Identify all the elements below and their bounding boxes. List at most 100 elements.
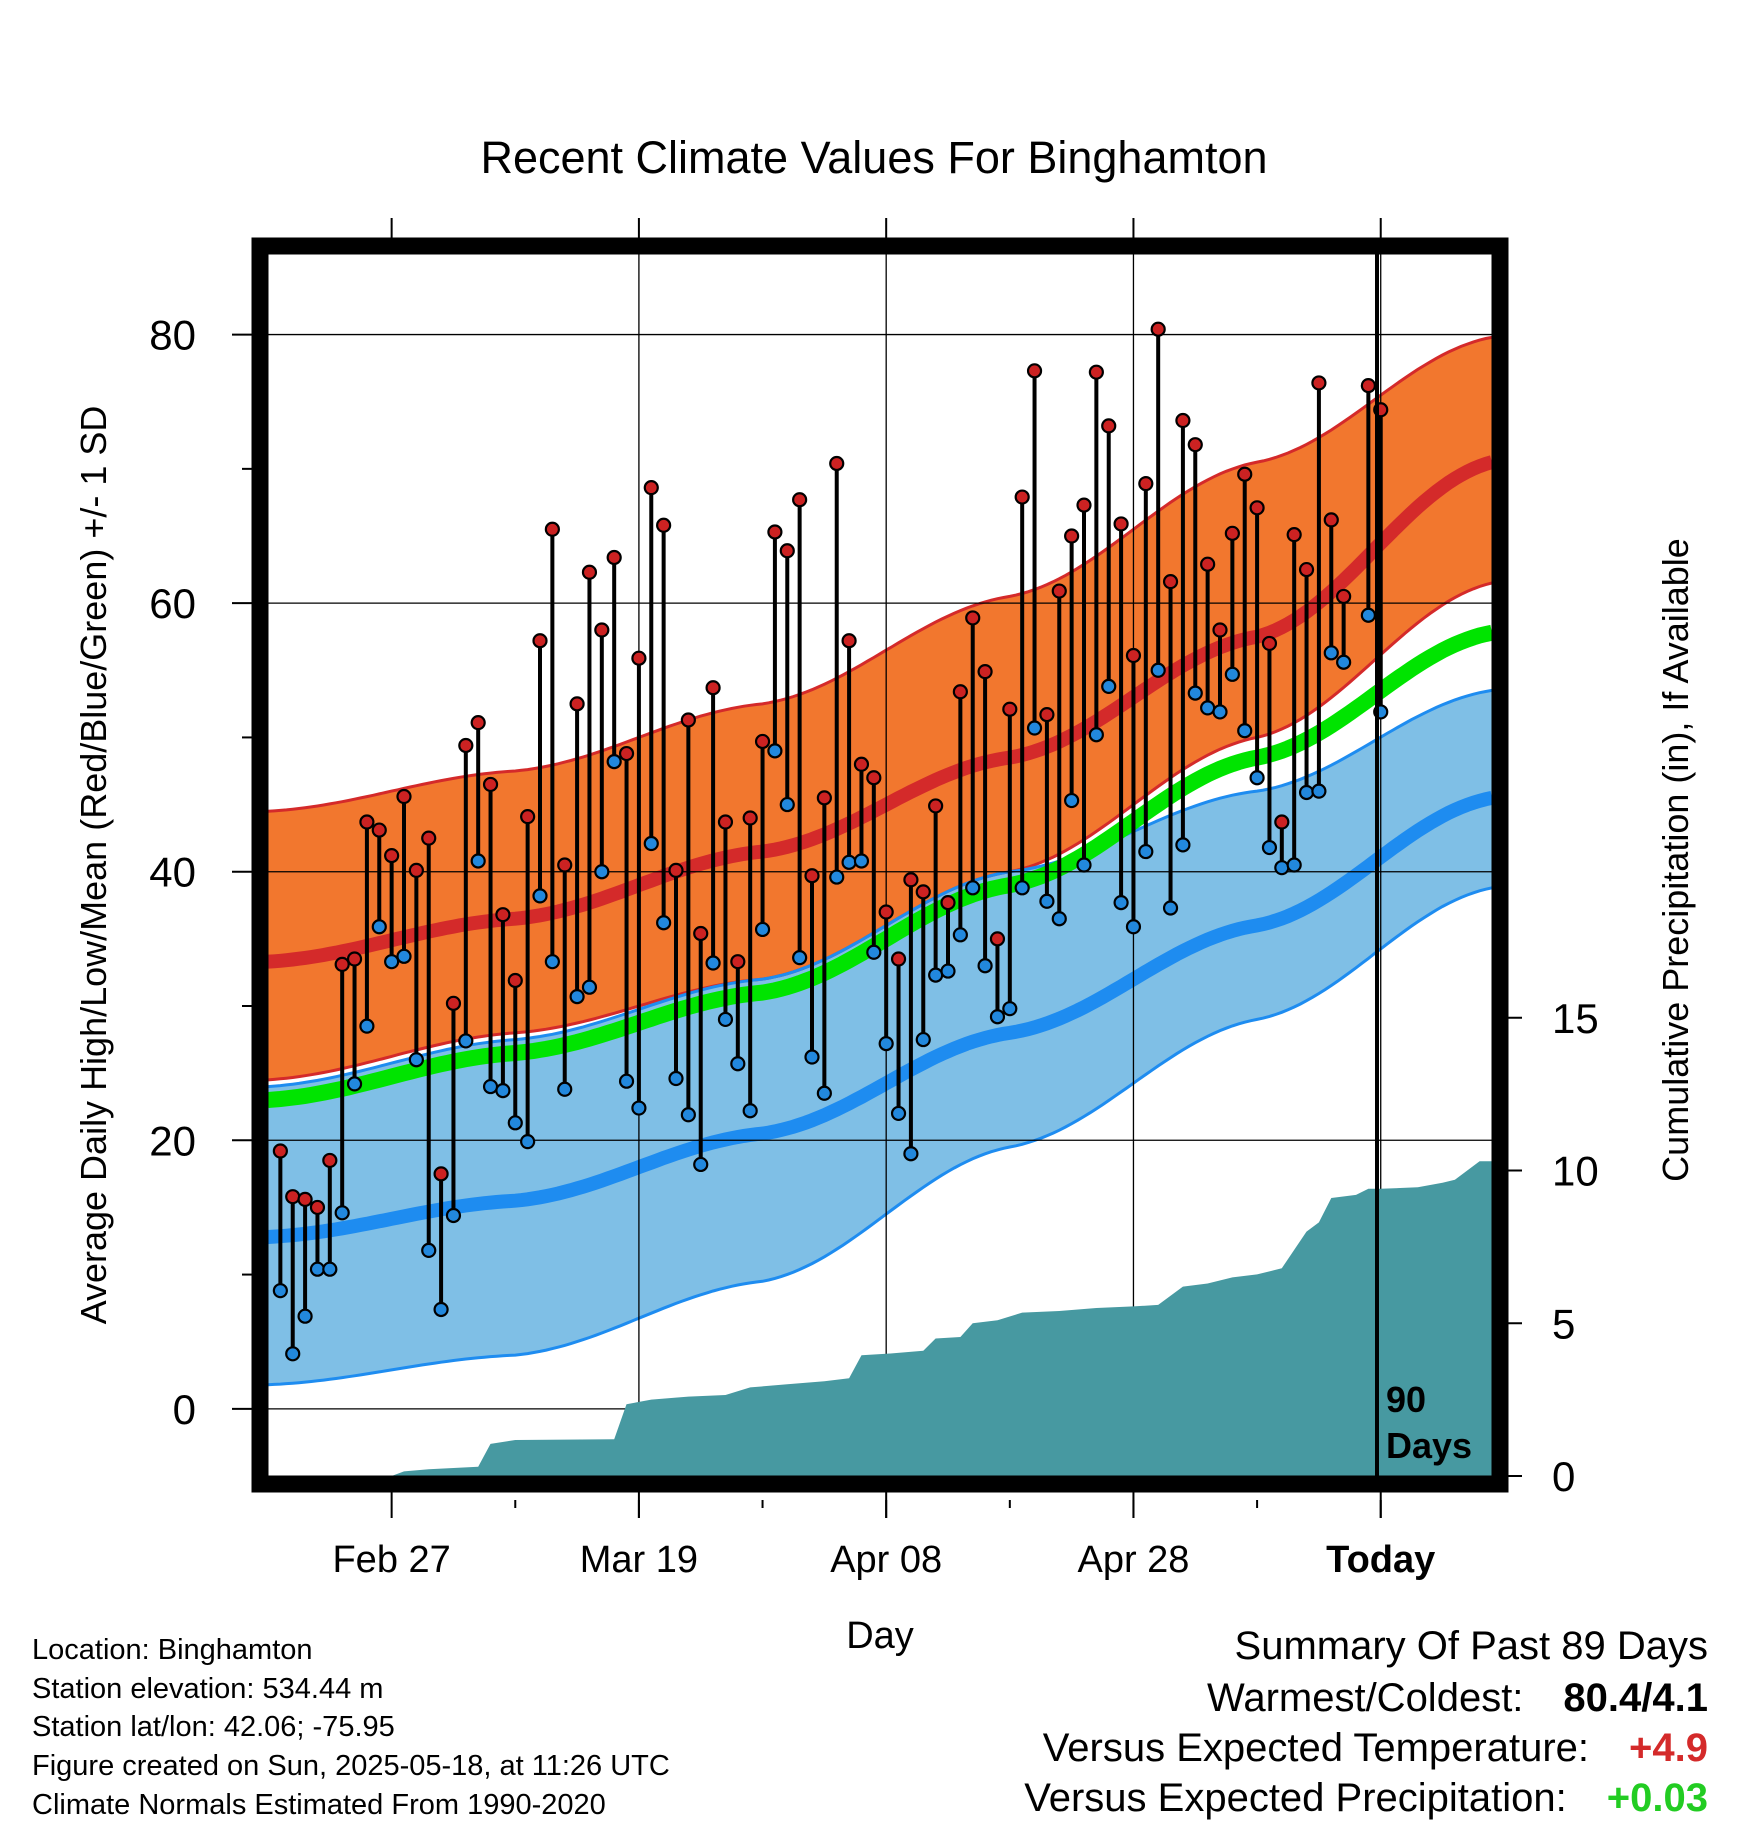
x-tick-label: Apr 08 [830, 1539, 942, 1581]
daily-low-point [371, 919, 387, 935]
daily-high-point [1076, 497, 1092, 513]
daily-high-point [384, 847, 400, 864]
daily-high-point [1187, 437, 1203, 453]
daily-low-point [767, 743, 783, 759]
today-days-label: Days [1386, 1425, 1472, 1466]
daily-high-point [1274, 814, 1290, 830]
low-sd-band [268, 690, 1492, 1385]
normal-mean-line [268, 624, 1492, 1108]
daily-low-point [903, 1146, 919, 1162]
daily-high-point [890, 951, 907, 967]
daily-high-point [322, 1152, 338, 1169]
daily-low-point [1311, 783, 1327, 799]
y2-tick-label: 0 [1552, 1453, 1575, 1500]
daily-high-point [1360, 378, 1376, 394]
daily-high-point [1014, 489, 1030, 505]
daily-high-point [952, 684, 968, 700]
daily-high-point [717, 814, 734, 830]
daily-low-point [322, 1261, 338, 1277]
daily-high-point [495, 907, 511, 923]
daily-high-point [507, 972, 523, 989]
y-tick-label: 60 [149, 580, 196, 627]
high-sd-band [268, 337, 1492, 1080]
temp-vs-expected-label: Versus Expected Temperature: [1042, 1726, 1590, 1770]
plot-area [268, 335, 1492, 1387]
daily-high-point [334, 956, 350, 972]
daily-low-point [384, 954, 400, 970]
precip-vs-expected-label: Versus Expected Precipitation: [1024, 1776, 1567, 1820]
daily-high-point [977, 664, 993, 680]
daily-high-point [779, 543, 795, 559]
daily-low-point [1286, 857, 1302, 873]
daily-high-point [693, 925, 709, 942]
daily-high-point [754, 733, 771, 750]
daily-low-point [952, 927, 968, 943]
daily-low-point [396, 948, 412, 964]
daily-high-point [1064, 528, 1080, 544]
temp-vs-expected-value: +4.9 [1629, 1726, 1708, 1770]
daily-low-point [1076, 857, 1092, 873]
daily-high-point [742, 810, 758, 826]
daily-low-point [890, 1105, 907, 1122]
daily-high-point [1237, 466, 1253, 482]
daily-high-point [1101, 418, 1117, 434]
daily-high-point [643, 480, 659, 496]
daily-low-point [965, 880, 981, 896]
daily-low-point [297, 1308, 313, 1324]
daily-low-point [1125, 919, 1142, 935]
daily-low-point [989, 1009, 1006, 1025]
daily-high-point [1286, 527, 1302, 543]
daily-high-point [1026, 363, 1043, 379]
daily-high-point [396, 788, 412, 805]
daily-low-point [829, 869, 845, 885]
daily-low-point [754, 921, 771, 938]
y-axis-label: Average Daily High/Low/Mean (Red/Blue/Gr… [73, 406, 114, 1325]
daily-high-point [631, 650, 647, 666]
x-tick-label: Feb 27 [332, 1539, 450, 1581]
precip-vs-expected-value: +0.03 [1606, 1776, 1708, 1820]
y2-tick-label: 5 [1552, 1300, 1575, 1347]
daily-low-point [557, 1081, 573, 1097]
daily-low-point [520, 1134, 536, 1150]
info-normals: Climate Normals Estimated From 1990-2020 [32, 1789, 606, 1821]
info-location: Location: Binghamton [32, 1634, 313, 1666]
cumulative-precip-area [268, 1161, 1492, 1476]
high-upper-edge [268, 335, 1492, 813]
daily-low-point [656, 915, 672, 931]
daily-low-point [1088, 727, 1104, 743]
x-tick-label: Mar 19 [580, 1539, 698, 1581]
daily-low-point [853, 853, 870, 869]
daily-high-point [928, 798, 944, 814]
daily-low-point [816, 1085, 832, 1101]
daily-low-point [482, 1078, 499, 1095]
daily-low-point [1261, 839, 1278, 856]
daily-high-point [569, 696, 585, 712]
daily-low-point [421, 1242, 437, 1259]
info-created: Figure created on Sun, 2025-05-18, at 11… [32, 1750, 670, 1782]
daily-low-point [272, 1283, 288, 1299]
daily-low-point [878, 1035, 894, 1052]
daily-low-point [1101, 678, 1117, 695]
daily-high-point [940, 894, 956, 911]
daily-low-point [977, 958, 993, 974]
daily-low-point [1162, 900, 1179, 916]
y2-tick-label: 15 [1552, 995, 1599, 1042]
daily-high-point [829, 455, 845, 472]
daily-high-point [594, 622, 610, 638]
daily-low-point [433, 1301, 449, 1318]
daily-low-point [779, 796, 795, 813]
daily-high-point [1311, 375, 1327, 391]
daily-low-point [1002, 1001, 1018, 1017]
low-lower-edge [268, 886, 1492, 1387]
daily-low-point [359, 1018, 375, 1034]
daily-low-point [1237, 723, 1253, 739]
daily-high-point [1323, 512, 1339, 528]
daily-low-point [693, 1156, 709, 1173]
daily-low-point [1113, 894, 1129, 911]
warm-cold-label: Warmest/Coldest: [1207, 1676, 1524, 1720]
daily-high-point [433, 1166, 449, 1182]
today-days-number: 90 [1386, 1379, 1426, 1420]
plot-frame [251, 237, 1509, 1493]
daily-high-point [965, 610, 981, 626]
